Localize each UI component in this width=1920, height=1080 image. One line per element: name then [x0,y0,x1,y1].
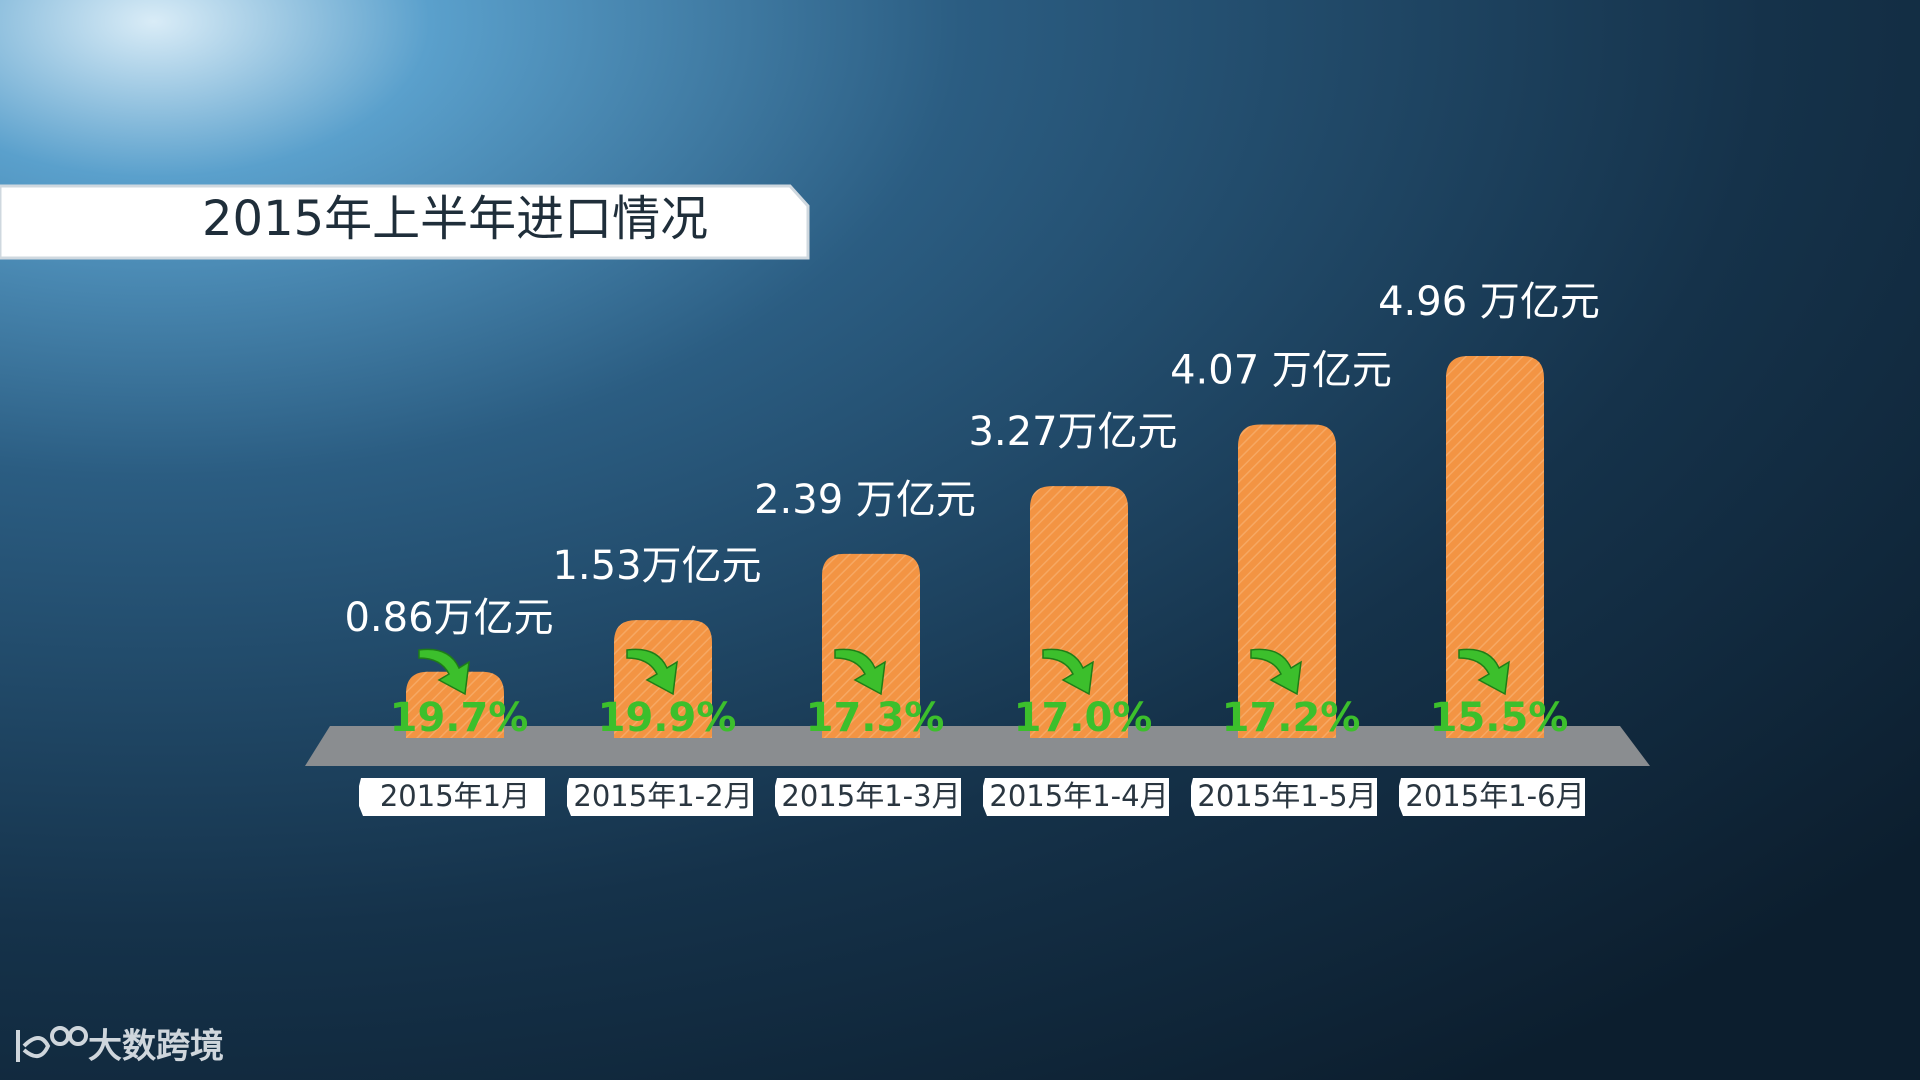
data-label: 4.96 万亿元 [1378,279,1600,325]
data-label: 3.27万亿元 [968,409,1177,455]
x-tick-label: 2015年1月 [380,779,530,813]
chart-title: 2015年上半年进口情况 [202,191,708,247]
title-banner [0,184,810,260]
growth-label: 15.5% [1430,695,1569,741]
down-arrow [1250,648,1302,696]
growth-label: 19.9% [598,695,737,741]
down-arrow [834,648,886,696]
x-tick-label: 2015年1-6月 [1405,779,1584,813]
data-label: 4.07 万亿元 [1170,348,1392,394]
growth-label: 17.0% [1014,695,1153,741]
data-label: 2.39 万亿元 [754,477,976,523]
down-arrow [418,648,470,696]
growth-label: 17.3% [806,695,945,741]
bar-hatch [1446,356,1544,738]
watermark: 大数跨境 [88,1027,224,1067]
data-label: 0.86万亿元 [344,595,553,641]
x-tick-label: 2015年1-2月 [573,779,752,813]
down-arrow [1458,648,1510,696]
category-box [983,778,1169,816]
plot-area: 0.86万亿元 2015年1月 19.7% 1.53万亿元 2015年1-2月 19.9%… [344,279,1600,816]
logo [16,1026,88,1062]
data-label: 1.53万亿元 [552,543,761,589]
bar-hatch [406,671,504,738]
category-box [1191,778,1377,816]
bar-hatch [822,553,920,738]
category-box [1399,778,1585,816]
category-box [775,778,961,816]
growth-label: 17.2% [1222,695,1361,741]
growth-label: 19.7% [390,695,529,741]
x-tick-label: 2015年1-4月 [989,779,1168,813]
down-arrow [626,648,678,696]
x-tick-label: 2015年1-3月 [781,779,960,813]
bar-hatch [1030,486,1128,738]
bar-hatch [1238,424,1336,738]
category-box [567,778,753,816]
category-box [359,778,545,816]
down-arrow [1042,648,1094,696]
x-tick-label: 2015年1-5月 [1197,779,1376,813]
